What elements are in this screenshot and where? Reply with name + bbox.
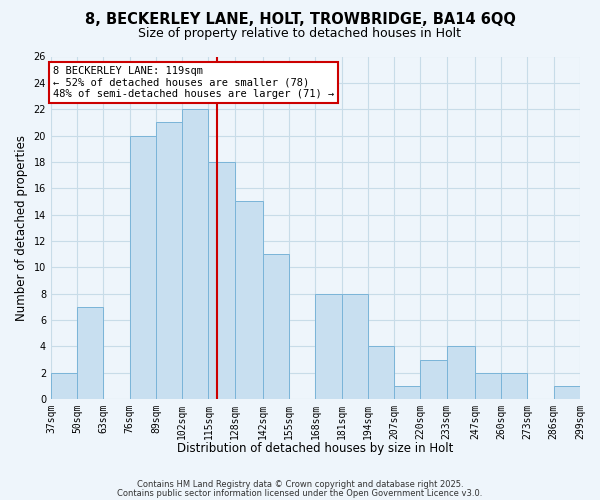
Bar: [394, 386, 421, 399]
Bar: [368, 346, 394, 399]
Bar: [235, 202, 263, 399]
Text: 8 BECKERLEY LANE: 119sqm
← 52% of detached houses are smaller (78)
48% of semi-d: 8 BECKERLEY LANE: 119sqm ← 52% of detach…: [53, 66, 334, 99]
Bar: [421, 360, 447, 399]
Bar: [501, 373, 527, 399]
Text: Contains HM Land Registry data © Crown copyright and database right 2025.: Contains HM Land Registry data © Crown c…: [137, 480, 463, 489]
Bar: [263, 254, 289, 399]
Bar: [447, 346, 475, 399]
Bar: [77, 307, 103, 399]
Bar: [316, 294, 342, 399]
Text: Size of property relative to detached houses in Holt: Size of property relative to detached ho…: [139, 28, 461, 40]
Y-axis label: Number of detached properties: Number of detached properties: [15, 135, 28, 321]
Bar: [554, 386, 580, 399]
Bar: [208, 162, 235, 399]
Bar: [475, 373, 501, 399]
X-axis label: Distribution of detached houses by size in Holt: Distribution of detached houses by size …: [177, 442, 454, 455]
Bar: [342, 294, 368, 399]
Text: 8, BECKERLEY LANE, HOLT, TROWBRIDGE, BA14 6QQ: 8, BECKERLEY LANE, HOLT, TROWBRIDGE, BA1…: [85, 12, 515, 28]
Bar: [156, 122, 182, 399]
Bar: [130, 136, 156, 399]
Text: Contains public sector information licensed under the Open Government Licence v3: Contains public sector information licen…: [118, 489, 482, 498]
Bar: [51, 373, 77, 399]
Bar: [182, 109, 208, 399]
